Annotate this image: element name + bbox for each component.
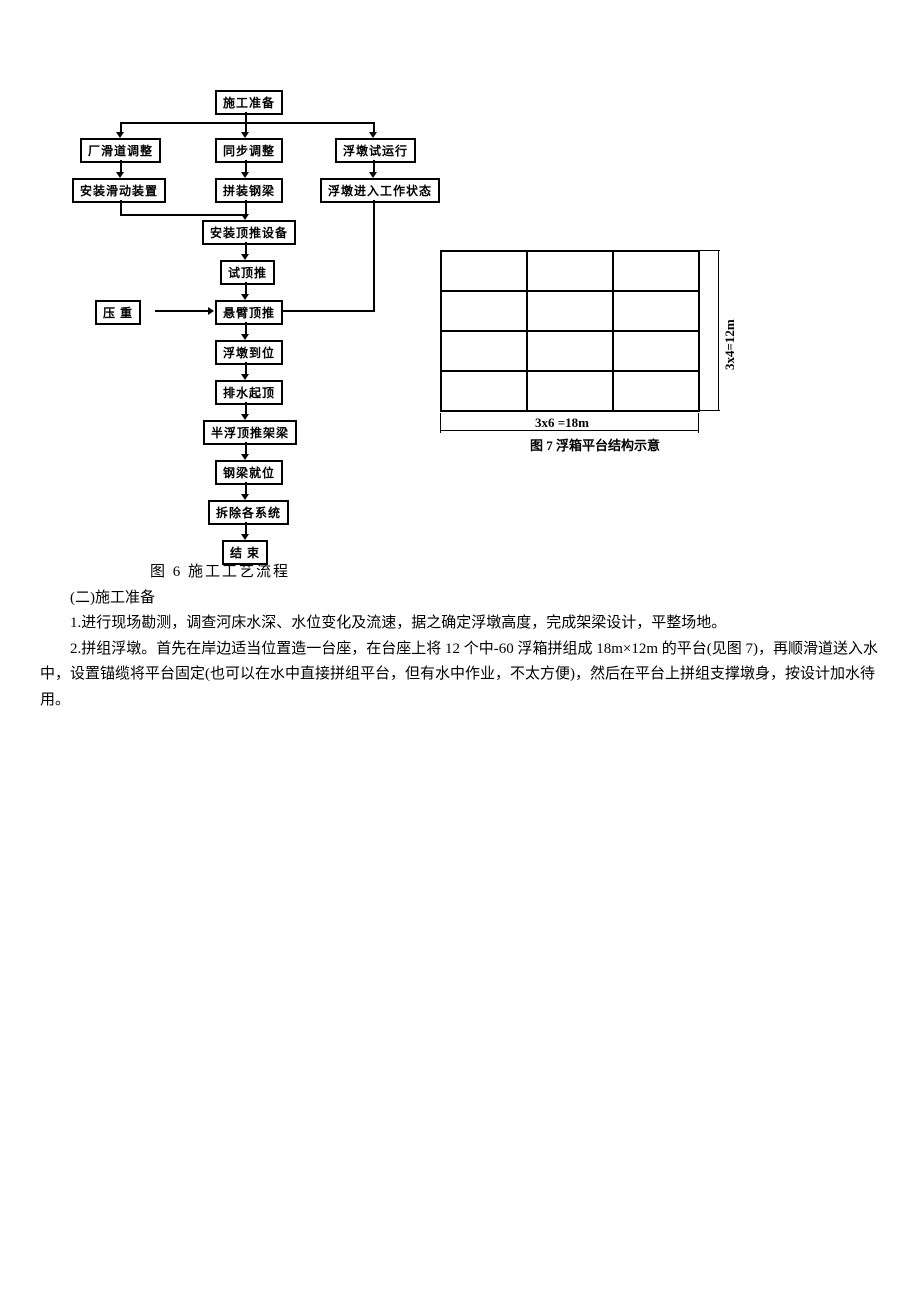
fc-node: 结 束 [222, 540, 268, 565]
fc-node: 压 重 [95, 300, 141, 325]
fc-node: 浮墩试运行 [335, 138, 416, 163]
body-text: 图 6 施工工艺流程 (二)施工准备 1.进行现场勘测，调查河床水深、水位变化及… [0, 560, 920, 713]
fc-node: 安装滑动装置 [72, 178, 166, 203]
flowchart-figure-6: 施工准备 厂滑道调整 同步调整 浮墩试运行 安装滑动装置 拼装钢梁 浮墩进入工作… [50, 90, 430, 550]
pontoon-grid [440, 250, 700, 412]
body-p2: 1.进行现场勘测，调查河床水深、水位变化及流速，据之确定浮墩高度，完成架梁设计，… [40, 611, 880, 637]
fc-node: 浮墩进入工作状态 [320, 178, 440, 203]
figure-7-caption: 图 7 浮箱平台结构示意 [495, 435, 695, 454]
fc-node: 安装顶推设备 [202, 220, 296, 245]
fc-node: 排水起顶 [215, 380, 283, 405]
grid-figure-7: 3x6 =18m 3x4=12m 图 7 浮箱平台结构示意 [440, 250, 770, 470]
fc-node: 同步调整 [215, 138, 283, 163]
fc-node: 试顶推 [220, 260, 275, 285]
figures-area: 施工准备 厂滑道调整 同步调整 浮墩试运行 安装滑动装置 拼装钢梁 浮墩进入工作… [0, 0, 920, 560]
dim-h-label: 3x6 =18m [535, 415, 589, 431]
fc-node: 浮墩到位 [215, 340, 283, 365]
body-p3: 2.拼组浮墩。首先在岸边适当位置造一台座，在台座上将 12 个中-60 浮箱拼组… [40, 637, 880, 714]
fc-node: 拆除各系统 [208, 500, 289, 525]
body-p1: (二)施工准备 [40, 586, 880, 612]
figure-6-caption: 图 6 施工工艺流程 [40, 560, 880, 586]
fc-node: 钢梁就位 [215, 460, 283, 485]
fc-node: 悬臂顶推 [215, 300, 283, 325]
fc-node: 施工准备 [215, 90, 283, 115]
dim-v-label: 3x4=12m [722, 319, 738, 370]
fc-node: 半浮顶推架梁 [203, 420, 297, 445]
fc-node: 拼装钢梁 [215, 178, 283, 203]
